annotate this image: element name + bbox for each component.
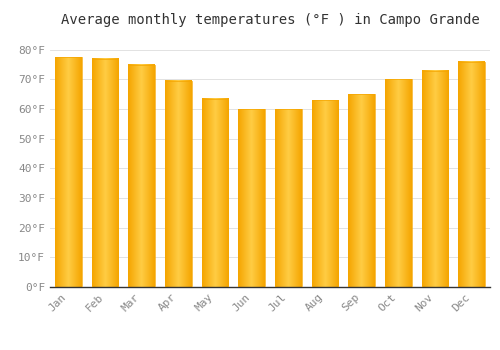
Bar	[202, 99, 228, 287]
Bar	[348, 94, 375, 287]
Bar	[92, 59, 118, 287]
Bar	[128, 65, 155, 287]
Bar	[458, 62, 485, 287]
Bar	[312, 100, 338, 287]
Bar	[385, 79, 411, 287]
Bar	[165, 81, 192, 287]
Bar	[238, 109, 265, 287]
Bar	[422, 71, 448, 287]
Bar	[55, 57, 82, 287]
Bar	[275, 109, 301, 287]
Title: Average monthly temperatures (°F ) in Campo Grande: Average monthly temperatures (°F ) in Ca…	[60, 13, 480, 27]
